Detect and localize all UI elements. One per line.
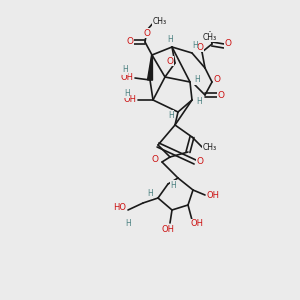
- Text: O: O: [218, 91, 224, 100]
- Text: H: H: [167, 35, 173, 44]
- Text: O: O: [143, 28, 151, 38]
- Text: H: H: [170, 181, 176, 190]
- Text: H: H: [168, 110, 174, 119]
- Polygon shape: [148, 55, 152, 80]
- Text: H: H: [124, 88, 130, 98]
- Text: OH: OH: [121, 74, 134, 82]
- Text: H: H: [125, 220, 131, 229]
- Text: CH₃: CH₃: [153, 16, 167, 26]
- Text: CH₃: CH₃: [203, 143, 217, 152]
- Text: O: O: [127, 38, 134, 46]
- Text: O: O: [224, 40, 232, 49]
- Text: OH: OH: [124, 95, 136, 104]
- Text: OH: OH: [161, 226, 175, 235]
- Text: H: H: [196, 98, 202, 106]
- Text: O: O: [152, 155, 158, 164]
- Text: O: O: [196, 158, 203, 166]
- Text: H: H: [122, 65, 128, 74]
- Text: OH: OH: [206, 190, 220, 200]
- Text: O: O: [167, 56, 173, 65]
- Text: H: H: [192, 41, 198, 50]
- Text: H: H: [194, 76, 200, 85]
- Text: HO: HO: [113, 202, 127, 211]
- Text: O: O: [214, 76, 220, 85]
- Text: CH₃: CH₃: [203, 32, 217, 41]
- Text: O: O: [196, 43, 203, 52]
- Text: OH: OH: [190, 220, 203, 229]
- Text: H: H: [147, 190, 153, 199]
